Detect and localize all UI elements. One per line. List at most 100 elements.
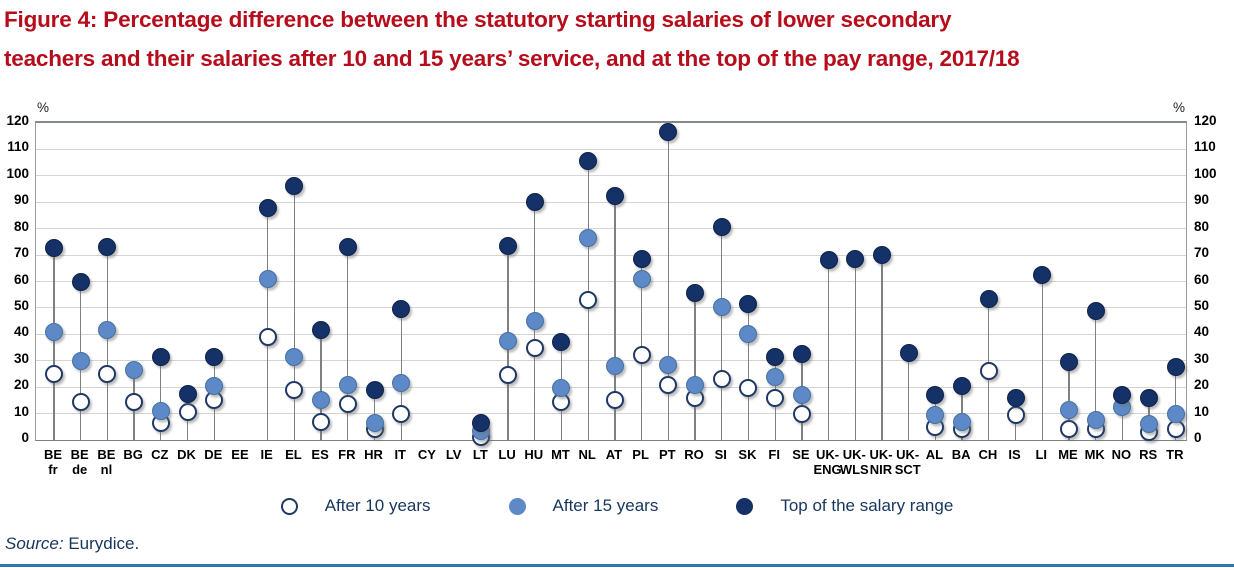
stem-UK--SCT [908, 352, 910, 440]
legend-label: After 10 years [324, 496, 431, 515]
dot-after10-PL [632, 346, 651, 365]
dot-after10-FR [338, 395, 357, 414]
dot-top-PL [632, 250, 651, 269]
x-axis-label-UK--ENG: UK- ENG [806, 447, 850, 477]
x-axis-label-AL: AL [912, 447, 956, 462]
figure-title-line-2: teachers and their salaries after 10 and… [4, 46, 1020, 71]
x-axis-label-line-2: NIR [869, 462, 893, 477]
stem-TR [1175, 367, 1177, 440]
stem-LI [1041, 274, 1043, 440]
x-axis-label-line-1: IE [260, 447, 273, 462]
x-axis-label-BE-fr: BE fr [31, 447, 75, 477]
dot-after15-DE [205, 376, 224, 395]
x-axis-label-RS: RS [1126, 447, 1170, 462]
x-axis-label-CZ: CZ [138, 447, 182, 462]
dot-top-UK--ENG [819, 251, 838, 270]
x-axis-label-line-1: FR [338, 447, 356, 462]
source-label: Source: [5, 534, 64, 553]
stem-AT [614, 195, 616, 440]
x-axis-label-BE-nl: BE nl [84, 447, 128, 477]
x-axis-label-line-1: HR [364, 447, 383, 462]
y-axis-label-right-0: 0 [1194, 430, 1202, 445]
x-axis-label-line-2: de [72, 462, 88, 477]
y-axis-label-left-10: 10 [13, 403, 29, 419]
dot-top-AT [605, 186, 624, 205]
x-axis-label-ES: ES [298, 447, 342, 462]
dot-top-LT [472, 413, 491, 432]
dot-top-IS [1006, 388, 1025, 407]
x-axis-label-line-2: WLS [839, 462, 869, 477]
stem-BE-nl [106, 247, 109, 440]
dot-top-BA [953, 376, 972, 395]
dot-top-PT [659, 123, 678, 142]
y-axis-label-left-100: 100 [6, 165, 29, 181]
stem-SI [721, 227, 723, 440]
x-axis-label-line-1: TR [1166, 447, 1184, 462]
dot-after10-IE [258, 327, 277, 346]
x-axis-label-BA: BA [939, 447, 983, 462]
x-axis-label-line-1: UK- [869, 447, 893, 462]
x-axis-label-line-1: BE [43, 447, 63, 462]
stem-EL [293, 186, 296, 440]
dot-after10-TR [1166, 420, 1185, 439]
x-axis-label-line-1: PL [632, 447, 649, 462]
y-axis-label-right-100: 100 [1194, 165, 1217, 181]
dot-after15-AT [605, 357, 624, 376]
dot-top-DE [205, 347, 224, 366]
x-axis-label-NO: NO [1099, 447, 1143, 462]
x-axis-label-AT: AT [592, 447, 636, 462]
x-axis-label-IT: IT [378, 447, 422, 462]
y-axis-label-left-60: 60 [13, 271, 29, 287]
x-axis-label-line-1: DE [204, 447, 223, 462]
stem-CZ [160, 356, 162, 440]
x-axis-label-PT: PT [645, 447, 689, 462]
y-axis-label-left-120: 120 [6, 113, 29, 128]
dot-top-CZ [151, 347, 170, 366]
gridline-100 [36, 175, 1186, 177]
x-axis-label-line-1: EE [231, 447, 249, 462]
dot-after15-FI [766, 367, 785, 386]
x-axis-label-LT: LT [458, 447, 502, 462]
x-axis-label-IE: IE [245, 447, 289, 462]
source-note: Source: Eurydice. [5, 534, 139, 554]
x-axis-label-line-1: AL [925, 447, 944, 462]
dot-top-RS [1140, 388, 1159, 407]
dot-after15-SI [712, 297, 731, 316]
dot-after10-SK [739, 379, 758, 398]
stem-UK--WLS [854, 259, 856, 440]
x-axis-label-line-1: CZ [151, 447, 169, 462]
x-axis-label-line-1: NL [578, 447, 596, 462]
dot-after15-BE-nl [98, 321, 117, 340]
dot-top-BE-fr [45, 239, 63, 258]
plot-area [35, 121, 1187, 447]
x-axis-label-ME: ME [1046, 447, 1090, 462]
dot-top-SI [712, 218, 731, 237]
legend-item-after-15-years: After 15 years [508, 496, 658, 516]
dot-top-FR [338, 238, 357, 257]
x-axis-label-line-1: BE [70, 447, 89, 462]
stem-NO [1121, 395, 1124, 440]
y-axis-label-left-20: 20 [13, 377, 29, 393]
figure-title-line-1: Figure 4: Percentage difference between … [4, 7, 952, 32]
dot-after15-AL [926, 405, 945, 424]
dot-top-IT [392, 300, 411, 319]
x-axis-label-UK--SCT: UK- SCT [886, 447, 930, 477]
x-axis-label-line-1: CH [978, 447, 998, 462]
dot-after10-ME [1059, 420, 1078, 439]
y-axis-label-right-60: 60 [1194, 271, 1210, 287]
x-axis-label-line-1: UK- [896, 447, 920, 462]
figure-title: Figure 4: Percentage difference between … [4, 0, 1230, 78]
x-axis-label-line-1: BA [951, 447, 971, 462]
y-axis-label-left-30: 30 [13, 350, 29, 366]
dot-top-NO [1113, 386, 1132, 405]
gridline-50 [36, 307, 1186, 309]
dark-circle-marker-icon [736, 497, 754, 515]
dot-top-HU [525, 193, 544, 212]
dot-after15-ES [312, 391, 331, 410]
gridline-80 [36, 228, 1186, 230]
x-axis-label-LI: LI [1019, 447, 1063, 462]
dot-top-UK--NIR [873, 246, 891, 265]
dot-top-UK--WLS [846, 250, 865, 269]
dot-after15-IT [392, 374, 411, 393]
dot-top-ES [312, 321, 331, 340]
